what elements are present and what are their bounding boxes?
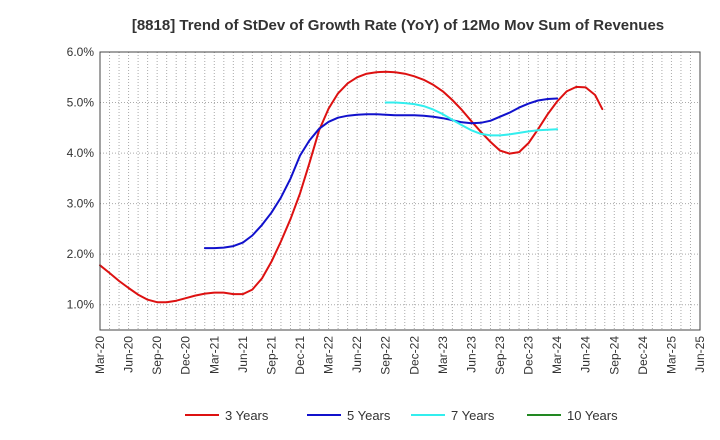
legend-label: 5 Years [347, 408, 391, 423]
x-tick-label: Sep-20 [150, 336, 164, 375]
y-axis: 1.0% 2.0% 3.0% 4.0% 5.0% 6.0% [67, 45, 95, 312]
x-tick-label: Dec-23 [522, 336, 536, 375]
x-tick-label: Jun-24 [579, 336, 593, 373]
series-line-5-years [203, 97, 559, 250]
y-tick-label: 3.0% [67, 197, 95, 211]
plot-frame [99, 51, 701, 331]
x-tick-label: Sep-23 [493, 336, 507, 375]
y-tick-label: 6.0% [67, 45, 95, 59]
x-tick-label: Sep-22 [379, 336, 393, 375]
x-tick-label: Jun-22 [350, 336, 364, 373]
y-tick-label: 5.0% [67, 96, 95, 110]
legend-label: 7 Years [451, 408, 495, 423]
series-group [99, 70, 604, 304]
x-tick-label: Mar-21 [207, 336, 221, 374]
x-tick-label: Mar-23 [436, 336, 450, 374]
series-line-3-years [99, 70, 604, 304]
x-tick-label: Mar-25 [664, 336, 678, 374]
y-tick-label: 2.0% [67, 247, 95, 261]
chart-title: [8818] Trend of StDev of Growth Rate (Yo… [132, 17, 664, 34]
x-tick-label: Dec-20 [179, 336, 193, 375]
legend-label: 10 Years [567, 408, 618, 423]
x-tick-label: Jun-23 [464, 336, 478, 373]
x-tick-label: Jun-21 [236, 336, 250, 373]
x-tick-label: Mar-22 [322, 336, 336, 374]
x-tick-label: Mar-20 [93, 336, 107, 374]
x-tick-label: Dec-24 [636, 336, 650, 375]
x-axis: Mar-20 Jun-20 Sep-20 Dec-20 Mar-21 Jun-21 Sep-… [93, 336, 707, 375]
plot-area [100, 52, 700, 330]
x-tick-label: Jun-20 [122, 336, 136, 373]
x-tick-label: Mar-24 [550, 336, 564, 374]
series-line-7-years [384, 101, 559, 137]
legend: 3 Years 5 Years 7 Years 10 Years [185, 408, 618, 423]
x-tick-label: Dec-22 [407, 336, 421, 375]
x-tick-label: Dec-21 [293, 336, 307, 375]
y-tick-label: 4.0% [67, 146, 95, 160]
x-tick-label: Jun-25 [693, 336, 707, 373]
x-tick-label: Sep-24 [607, 336, 621, 375]
y-tick-label: 1.0% [67, 298, 95, 312]
x-tick-label: Sep-21 [264, 336, 278, 375]
legend-label: 3 Years [225, 408, 269, 423]
